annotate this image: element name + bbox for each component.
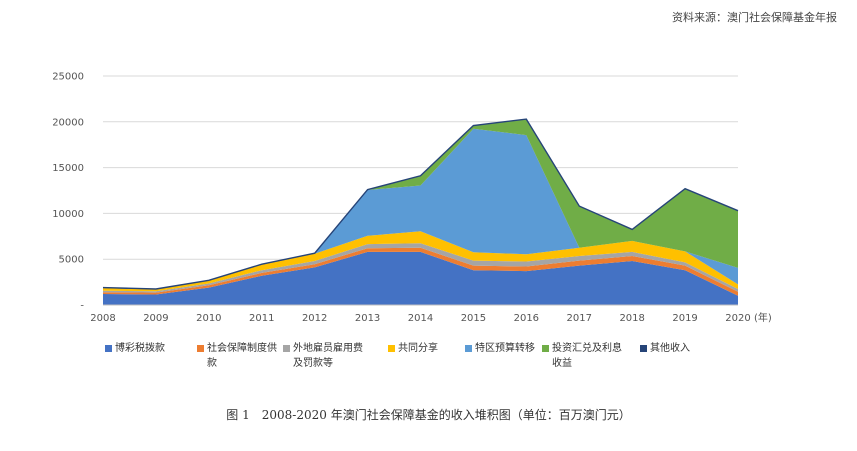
x-tick-label: 2008	[90, 313, 115, 324]
x-tick-label: 2012	[302, 313, 327, 324]
y-tick-label: 5000	[59, 255, 84, 266]
x-unit-label: (年)	[754, 311, 772, 324]
legend-item: 社会保障制度供款	[197, 341, 277, 371]
y-tick-label: 20000	[52, 117, 84, 128]
legend-item: 博彩税拨款	[105, 341, 165, 356]
total-outline	[102, 118, 739, 290]
x-tick-label: 2020	[725, 313, 750, 324]
x-tick-label: 2009	[143, 313, 168, 324]
figure-caption: 图 1 2008-2020 年澳门社会保障基金的收入堆积图（单位：百万澳门元）	[226, 408, 631, 422]
legend-item: 共同分享	[388, 341, 438, 356]
legend-swatch	[283, 345, 290, 352]
legend-item: 特区预算转移	[465, 341, 535, 356]
x-tick-label: 2015	[461, 313, 486, 324]
legend-label: 共同分享	[398, 343, 438, 354]
legend-swatch	[197, 345, 204, 352]
x-tick-label: 2011	[249, 313, 274, 324]
source-note: 资料来源：澳门社会保障基金年报	[672, 11, 837, 24]
legend-swatch	[465, 345, 472, 352]
legend-item: 外地雇员雇用费及罚款等	[283, 341, 363, 371]
x-tick-label: 2014	[408, 313, 433, 324]
legend-item: 其他收入	[640, 341, 690, 356]
area-series-5	[103, 128, 738, 290]
legend-label: 外地雇员雇用费及罚款等	[293, 343, 363, 369]
area-series-6	[103, 119, 738, 290]
x-tick-label: 2019	[672, 313, 697, 324]
y-tick-label: 15000	[52, 163, 84, 174]
y-tick-label: 10000	[52, 209, 84, 220]
legend-label: 博彩税拨款	[115, 343, 165, 354]
x-tick-label: 2013	[355, 313, 380, 324]
x-tick-label: 2017	[567, 313, 592, 324]
legend: 博彩税拨款 社会保障制度供款 外地雇员雇用费及罚款等 共同分享 特区预算转移 投资汇兑及利…	[105, 341, 805, 381]
legend-label: 其他收入	[650, 343, 690, 354]
legend-label: 投资汇兑及利息收益	[552, 343, 622, 369]
legend-label: 特区预算转移	[475, 343, 535, 354]
axes: - 5000 10000 15000 20000 25000 2008 2009 2010 201…	[52, 72, 772, 325]
legend-item: 投资汇兑及利息收益	[542, 341, 622, 371]
area-series-1	[103, 251, 738, 305]
series-areas	[102, 118, 739, 305]
y-tick-label: 25000	[52, 72, 84, 83]
legend-swatch	[105, 345, 112, 352]
x-tick-label: 2016	[514, 313, 539, 324]
legend-swatch	[542, 345, 549, 352]
x-tick-label: 2018	[619, 313, 644, 324]
y-tick-label: -	[80, 301, 84, 312]
x-tick-label: 2010	[196, 313, 221, 324]
legend-swatch	[388, 345, 395, 352]
legend-label: 社会保障制度供款	[207, 343, 277, 369]
legend-swatch	[640, 345, 647, 352]
